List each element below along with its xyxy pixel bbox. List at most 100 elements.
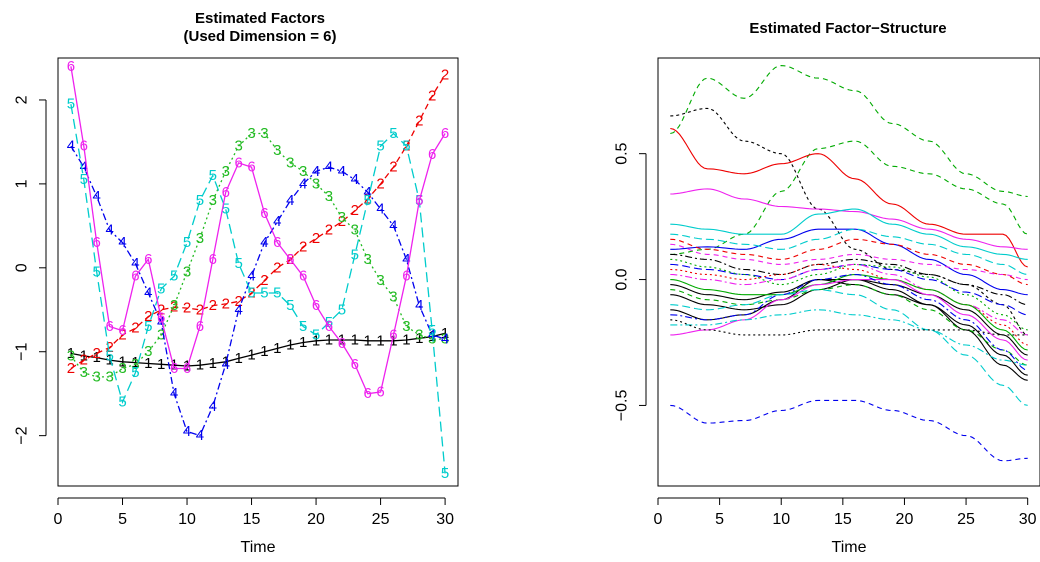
factor-point-label: 3 xyxy=(312,175,320,192)
factor-series-line xyxy=(70,66,446,395)
factor-point-label: 5 xyxy=(286,297,294,314)
structure-series-line xyxy=(670,65,1028,198)
factor-point-label: 2 xyxy=(144,308,152,325)
factor-point-label: 5 xyxy=(260,284,268,301)
factor-point-label: 1 xyxy=(402,331,410,348)
factor-point-label: 1 xyxy=(131,354,139,371)
factor-point-label: 6 xyxy=(209,251,217,268)
factor-point-label: 6 xyxy=(105,318,113,335)
factor-point-label: 6 xyxy=(157,310,165,327)
factor-point-label: 6 xyxy=(80,138,88,155)
factor-point-label: 1 xyxy=(338,331,346,348)
structure-series-line xyxy=(670,399,1028,462)
factor-point-label: 3 xyxy=(299,163,307,180)
factor-point-label: 4 xyxy=(80,159,88,176)
factor-point-label: 1 xyxy=(93,349,101,366)
factor-point-label: 6 xyxy=(376,384,384,401)
factor-series-line xyxy=(70,74,446,370)
factor-point-label: 1 xyxy=(209,355,217,372)
factor-point-label: 5 xyxy=(93,264,101,281)
factors-x-tick-label: 5 xyxy=(118,511,127,528)
factor-structure-y-axis: −0.5 0.0 0.5 xyxy=(614,142,647,421)
factor-point-label: 1 xyxy=(299,334,307,351)
factor-point-label: 1 xyxy=(415,330,423,347)
factor-point-label: 6 xyxy=(286,251,294,268)
factor-point-label: 4 xyxy=(170,385,178,402)
factor-point-label: 2 xyxy=(428,87,436,104)
factor-point-label: 6 xyxy=(338,335,346,352)
factor-point-label: 4 xyxy=(351,171,359,188)
factor-point-label: 1 xyxy=(118,353,126,370)
factor-point-label: 1 xyxy=(157,356,165,373)
structure-series-line xyxy=(670,127,1028,268)
factor-point-label: 4 xyxy=(273,213,281,230)
factor-point-label: 1 xyxy=(67,345,75,362)
factor-point-label: 3 xyxy=(196,230,204,247)
factor-point-label: 2 xyxy=(415,112,423,129)
factor-point-label: 3 xyxy=(170,297,178,314)
factor-point-label: 2 xyxy=(183,300,191,317)
factor-point-label: 5 xyxy=(364,192,372,209)
factor-structure-x-tick-label: 0 xyxy=(654,511,663,528)
factor-point-label: 6 xyxy=(312,297,320,314)
factor-point-label: 4 xyxy=(338,163,346,180)
factor-point-label: 3 xyxy=(402,318,410,335)
factor-point-label: 6 xyxy=(325,318,333,335)
factor-point-label: 2 xyxy=(351,202,359,219)
factor-point-label: 4 xyxy=(441,331,449,348)
factor-point-label: 5 xyxy=(325,314,333,331)
factor-point-label: 4 xyxy=(144,284,152,301)
factor-point-label: 6 xyxy=(183,360,191,377)
factor-point-label: 2 xyxy=(209,297,217,314)
factor-series-line xyxy=(70,145,446,437)
factors-panel: Estimated Factors (Used Dimension = 6) 0… xyxy=(14,10,459,556)
factor-series-line xyxy=(70,332,446,367)
factor-point-label: 6 xyxy=(144,251,152,268)
factors-x-tick-label: 10 xyxy=(178,511,196,528)
factor-point-label: 2 xyxy=(338,213,346,230)
factor-point-label: 2 xyxy=(170,299,178,316)
factor-point-label: 2 xyxy=(389,159,397,176)
factor-point-label: 5 xyxy=(247,284,255,301)
factor-point-label: 3 xyxy=(209,192,217,209)
factor-point-label: 5 xyxy=(338,301,346,318)
factors-title-line-1: Estimated Factors xyxy=(195,10,325,27)
factor-point-label: 6 xyxy=(415,192,423,209)
factor-structure-x-axis: 0 5 10 15 20 25 30 xyxy=(654,497,1037,528)
factor-point-label: 6 xyxy=(260,205,268,222)
factor-point-label: 3 xyxy=(376,272,384,289)
factor-point-label: 4 xyxy=(196,427,204,444)
factor-point-label: 5 xyxy=(170,268,178,285)
factors-y-tick-label: −2 xyxy=(14,426,31,444)
factor-point-label: 3 xyxy=(144,343,152,360)
factor-point-label: 3 xyxy=(325,188,333,205)
factor-point-label: 1 xyxy=(312,332,320,349)
factor-point-label: 4 xyxy=(67,138,75,155)
factor-point-label: 5 xyxy=(183,234,191,251)
factor-point-label: 3 xyxy=(105,368,113,385)
factor-point-label: 6 xyxy=(222,184,230,201)
factor-point-label: 2 xyxy=(312,230,320,247)
factor-point-label: 5 xyxy=(441,465,449,482)
factor-point-label: 4 xyxy=(325,159,333,176)
factor-point-label: 3 xyxy=(247,125,255,142)
factor-point-label: 4 xyxy=(260,234,268,251)
factor-point-label: 4 xyxy=(286,192,294,209)
factors-x-tick-label: 20 xyxy=(307,511,325,528)
factor-point-label: 3 xyxy=(428,331,436,348)
factor-point-label: 5 xyxy=(234,255,242,272)
factor-point-label: 3 xyxy=(234,138,242,155)
factor-point-label: 6 xyxy=(118,322,126,339)
factors-title-line-2: (Used Dimension = 6) xyxy=(184,28,337,45)
factor-structure-y-tick-label: 0.5 xyxy=(614,142,631,164)
factor-point-label: 4 xyxy=(389,217,397,234)
factors-x-tick-label: 25 xyxy=(372,511,390,528)
factor-structure-x-tick-label: 10 xyxy=(772,511,790,528)
factor-point-label: 2 xyxy=(234,293,242,310)
factors-series-group: 1 1 1 1 1 1 1 1 1 1 1 1 1 1 1 1 1 1 1 1 1 1 1 1 1 1 1 1 1 12 2 2 22 22 2 2 2… xyxy=(67,58,450,482)
factor-point-label: 1 xyxy=(389,332,397,349)
factor-point-label: 1 xyxy=(247,347,255,364)
factor-point-label: 1 xyxy=(376,332,384,349)
factor-point-label: 6 xyxy=(67,58,75,75)
